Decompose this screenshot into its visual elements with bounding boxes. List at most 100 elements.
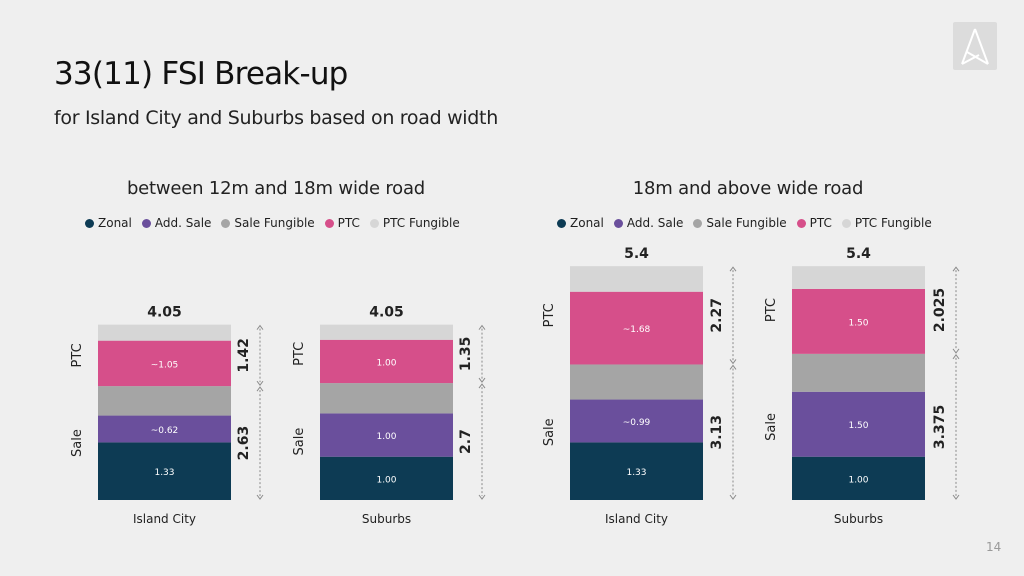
bar-value-label: 1.50	[848, 318, 868, 328]
bar-segment-zonal	[570, 442, 703, 500]
sale-group-label: Sale	[764, 413, 779, 441]
bar-total-label: 4.05	[147, 305, 182, 321]
legend-item-ptc-fungible: PTC Fungible	[841, 216, 932, 230]
category-label: Suburbs	[362, 512, 411, 526]
legend-item-ptc: PTC	[796, 216, 832, 230]
legend-swatch	[796, 218, 806, 228]
legend-label: PTC Fungible	[382, 216, 460, 230]
category-label: Suburbs	[834, 512, 883, 526]
legend-label: Sale Fungible	[706, 216, 787, 230]
legend-item-zonal: Zonal	[557, 216, 604, 230]
legend-item-add-sale: Add. Sale	[141, 216, 212, 230]
legend-swatch	[221, 218, 231, 228]
bar-segment-sale-fungible	[320, 383, 453, 414]
bar-segment-ptc	[792, 288, 925, 354]
legend-item-add-sale: Add. Sale	[613, 216, 684, 230]
bar-value-label: ~1.68	[623, 325, 651, 335]
ptc-bracket-line-arrow-bottom	[952, 348, 960, 354]
ptc-group-label: PTC	[70, 343, 85, 367]
legend-swatch	[613, 218, 623, 228]
bar-segment-ptc-fungible	[570, 266, 703, 292]
legend-swatch	[693, 218, 703, 228]
legend-swatch	[557, 218, 566, 228]
bar-segment-ptc	[320, 339, 453, 384]
sale-bracket-line-arrow-top	[478, 383, 486, 389]
sale-bracket-value: 3.375	[932, 405, 948, 449]
legend-item-ptc: PTC	[324, 216, 360, 230]
bar-value-label: 1.00	[376, 432, 396, 442]
legend-item-ptc-fungible: PTC Fungible	[369, 216, 460, 230]
ptc-bracket-value: 1.42	[236, 338, 252, 373]
bar-value-label: 1.33	[154, 468, 174, 478]
ptc-bracket-line-arrow-top	[729, 266, 737, 272]
category-label: Island City	[605, 512, 668, 526]
bar-segment-add-sale	[792, 391, 925, 457]
sale-bracket-line-arrow-top	[729, 364, 737, 370]
sale-bracket-line-arrow-bottom	[478, 494, 486, 500]
ptc-bracket-line-arrow-top	[478, 324, 486, 330]
ptc-bracket-line-arrow-bottom	[729, 359, 737, 365]
bar-value-label: 1.33	[626, 468, 646, 478]
bar-segment-ptc-fungible	[98, 324, 231, 341]
legend-item-sale-fungible: Sale Fungible	[221, 216, 315, 230]
legend-label: Sale Fungible	[234, 216, 315, 230]
bar-segment-sale-fungible	[792, 353, 925, 392]
bar-total-label: 4.05	[369, 305, 404, 321]
legend-swatch	[141, 218, 151, 228]
bar-value-label: 1.00	[376, 358, 396, 368]
bar-value-label: ~0.99	[623, 418, 651, 428]
chart-title-12-18m: between 12m and 18m wide road	[126, 178, 426, 199]
sale-bracket-line-arrow-top	[952, 354, 960, 360]
legend-label: Zonal	[570, 216, 604, 230]
sale-bracket-value: 3.13	[709, 415, 725, 450]
ptc-bracket-line-arrow-top	[256, 324, 264, 330]
bar-value-label: 1.50	[848, 421, 868, 431]
legend-label: PTC	[809, 216, 832, 230]
sale-bracket-line-arrow-bottom	[729, 494, 737, 500]
sale-bracket-line-arrow-bottom	[952, 494, 960, 500]
bar-segment-add-sale	[98, 415, 231, 443]
ptc-bracket-value: 2.025	[932, 288, 948, 332]
bar-segment-add-sale	[320, 413, 453, 457]
bar-total-label: 5.4	[624, 246, 649, 262]
ptc-group-label: PTC	[542, 303, 557, 327]
legend-right: Zonal Add. Sale Sale Fungible PTC PTC Fu…	[557, 216, 932, 230]
legend-swatch	[85, 218, 94, 228]
page-subtitle: for Island City and Suburbs based on roa…	[54, 107, 498, 129]
bar-segment-sale-fungible	[98, 386, 231, 416]
bar-segment-ptc-fungible	[320, 324, 453, 340]
bar-value-label: ~0.62	[151, 426, 179, 436]
ptc-bracket-value: 2.27	[709, 298, 725, 333]
bar-value-label: 1.00	[376, 475, 396, 485]
bar-segment-zonal	[98, 442, 231, 500]
category-label: Island City	[133, 512, 196, 526]
bar-segment-zonal	[320, 456, 453, 500]
brand-logo	[953, 22, 997, 70]
bar-segment-sale-fungible	[570, 364, 703, 400]
legend-item-zonal: Zonal	[85, 216, 132, 230]
sale-bracket-value: 2.63	[236, 426, 252, 461]
ptc-group-label: PTC	[292, 342, 307, 366]
sale-group-label: Sale	[292, 428, 307, 456]
legend-swatch	[841, 218, 851, 228]
bar-segment-add-sale	[570, 399, 703, 443]
legend-left: Zonal Add. Sale Sale Fungible PTC PTC Fu…	[85, 216, 460, 230]
sale-bracket-line-arrow-bottom	[256, 494, 264, 500]
bar-value-label: ~1.05	[151, 360, 179, 370]
legend-item-sale-fungible: Sale Fungible	[693, 216, 787, 230]
legend-label: Add. Sale	[154, 216, 212, 230]
ptc-bracket-line-arrow-top	[952, 266, 960, 272]
bar-segment-ptc	[570, 291, 703, 365]
ptc-bracket-line-arrow-bottom	[256, 380, 264, 386]
legend-label: Zonal	[98, 216, 132, 230]
bar-total-label: 5.4	[846, 246, 871, 262]
sale-bracket-line-arrow-top	[256, 386, 264, 392]
legend-label: PTC	[337, 216, 360, 230]
bar-segment-zonal	[792, 456, 925, 500]
page-number: 14	[986, 540, 1002, 554]
legend-label: Add. Sale	[626, 216, 684, 230]
bar-value-label: 1.00	[848, 475, 868, 485]
legend-swatch	[369, 218, 379, 228]
ptc-bracket-line-arrow-bottom	[478, 377, 486, 383]
